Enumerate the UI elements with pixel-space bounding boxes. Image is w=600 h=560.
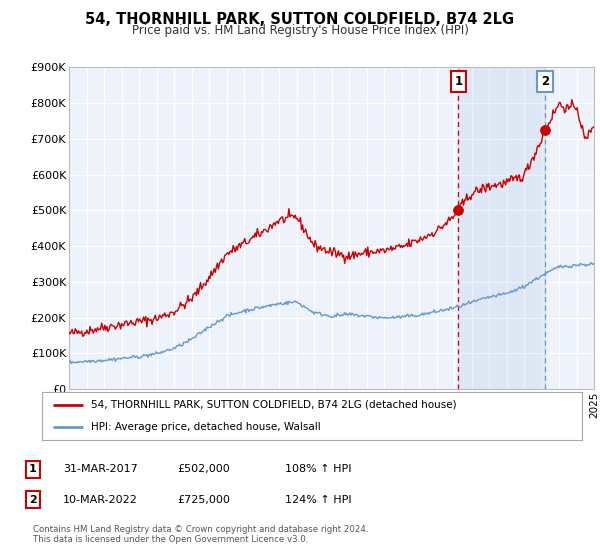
Text: 31-MAR-2017: 31-MAR-2017 [63, 464, 138, 474]
Text: £502,000: £502,000 [177, 464, 230, 474]
Text: 1: 1 [454, 75, 463, 88]
Text: 2: 2 [541, 75, 549, 88]
Text: This data is licensed under the Open Government Licence v3.0.: This data is licensed under the Open Gov… [33, 535, 308, 544]
Text: Contains HM Land Registry data © Crown copyright and database right 2024.: Contains HM Land Registry data © Crown c… [33, 525, 368, 534]
Text: 10-MAR-2022: 10-MAR-2022 [63, 494, 138, 505]
Text: Price paid vs. HM Land Registry's House Price Index (HPI): Price paid vs. HM Land Registry's House … [131, 24, 469, 37]
Text: 124% ↑ HPI: 124% ↑ HPI [285, 494, 352, 505]
Point [454, 205, 463, 214]
Text: £725,000: £725,000 [177, 494, 230, 505]
Text: 2: 2 [29, 494, 37, 505]
Bar [458, 67, 545, 389]
Text: 54, THORNHILL PARK, SUTTON COLDFIELD, B74 2LG: 54, THORNHILL PARK, SUTTON COLDFIELD, B7… [85, 12, 515, 27]
Text: 54, THORNHILL PARK, SUTTON COLDFIELD, B74 2LG (detached house): 54, THORNHILL PARK, SUTTON COLDFIELD, B7… [91, 400, 456, 410]
Text: 108% ↑ HPI: 108% ↑ HPI [285, 464, 352, 474]
Text: HPI: Average price, detached house, Walsall: HPI: Average price, detached house, Wals… [91, 422, 320, 432]
Point [540, 125, 550, 134]
Text: 1: 1 [29, 464, 37, 474]
